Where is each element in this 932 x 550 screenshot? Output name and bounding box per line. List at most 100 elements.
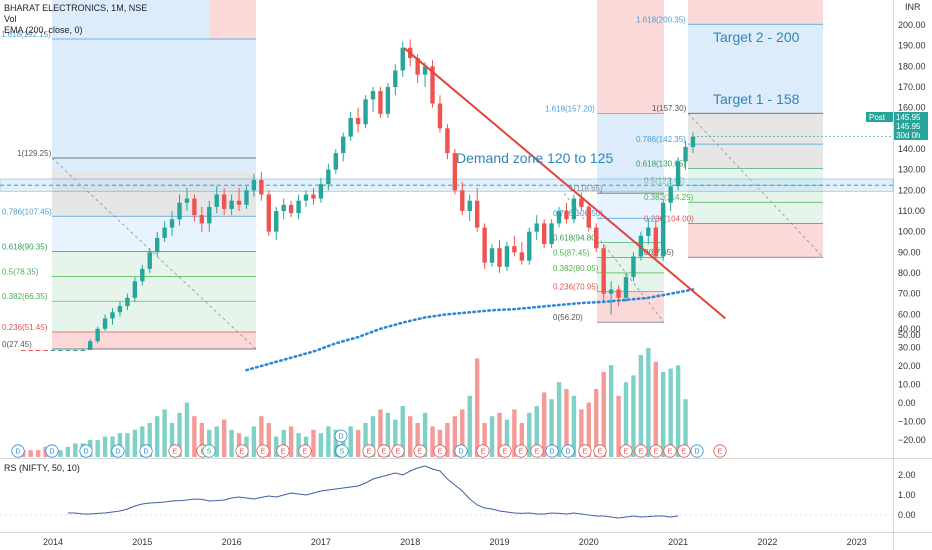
dividend-marker[interactable] [454, 444, 468, 458]
volume-bar [653, 361, 658, 457]
volume-bar [497, 412, 502, 457]
volume-bar [661, 372, 666, 457]
candle-body [534, 223, 539, 232]
earnings-marker[interactable] [634, 444, 648, 458]
candle-body [147, 252, 152, 269]
price-tick-label: 90.00 [898, 247, 921, 257]
time-tick-label: 2015 [132, 537, 152, 547]
volume-bar [363, 423, 368, 457]
volume-bar [221, 419, 227, 457]
volume-bar [393, 419, 398, 457]
dividend-marker[interactable] [45, 444, 59, 458]
event-marker-label: E [668, 449, 673, 456]
candle-body [251, 180, 257, 191]
volume-bar [482, 423, 487, 457]
volume-bar [259, 416, 264, 457]
event-marker-label: S [340, 449, 345, 456]
event-marker-label: E [303, 449, 308, 456]
event-marker-label: D [15, 449, 20, 456]
dividend-marker[interactable] [561, 444, 575, 458]
candle-body [675, 161, 681, 187]
time-tick-label: 2016 [222, 537, 242, 547]
resistance-trendline[interactable] [403, 47, 726, 320]
volume-tick-label: −20.00 [898, 435, 926, 445]
earnings-marker[interactable] [433, 444, 447, 458]
split-marker[interactable] [202, 444, 216, 458]
volume-bar [58, 450, 63, 457]
fib-band [688, 168, 823, 224]
candle-body [631, 256, 636, 278]
candle-body [311, 194, 316, 199]
candle-body [460, 190, 465, 211]
earnings-marker[interactable] [514, 444, 528, 458]
earnings-marker[interactable] [649, 444, 663, 458]
legend-vol: Vol [4, 14, 17, 24]
candle-body [653, 227, 658, 257]
volume-bar [385, 412, 391, 457]
candle-body [430, 66, 435, 104]
trendline[interactable] [403, 47, 726, 320]
candle-body [169, 219, 175, 228]
volume-bar [140, 426, 145, 457]
earnings-marker[interactable] [256, 444, 270, 458]
event-marker-label: D [694, 449, 699, 456]
rs-pane[interactable] [0, 459, 893, 532]
event-marker-label: D [565, 449, 570, 456]
dividend-marker[interactable] [690, 444, 704, 458]
earnings-marker[interactable] [476, 444, 490, 458]
time-tick-label: 2018 [400, 537, 420, 547]
volume-bar [564, 389, 569, 457]
earnings-marker[interactable] [413, 444, 427, 458]
candle-body [50, 350, 56, 351]
earnings-marker[interactable] [362, 444, 376, 458]
volume-bar [35, 450, 41, 457]
candle-body [690, 136, 696, 147]
earnings-marker[interactable] [663, 444, 677, 458]
volume-bar [623, 382, 629, 457]
event-marker-label: E [598, 449, 603, 456]
dividend-marker[interactable] [139, 444, 153, 458]
fib-level-label: 0.382(66.35) [2, 292, 48, 301]
earnings-marker[interactable] [276, 444, 290, 458]
dividend-marker[interactable] [11, 444, 25, 458]
volume-bar [437, 429, 443, 457]
event-marker-label: E [624, 449, 629, 456]
earnings-marker[interactable] [677, 444, 691, 458]
candle-body [102, 318, 108, 329]
candle-body [140, 268, 145, 282]
dividend-marker[interactable] [545, 444, 559, 458]
fib-band [688, 223, 823, 258]
volume-bar [668, 368, 673, 457]
fib-trend-line [51, 157, 257, 350]
fib-extension-zone [597, 113, 664, 194]
dividend-marker[interactable] [111, 444, 125, 458]
dividend-marker[interactable] [79, 444, 93, 458]
event-marker-label: E [639, 449, 644, 456]
legend-ema: EMA (200, close, 0) [4, 25, 83, 35]
price-tick-label: 60.00 [898, 309, 921, 319]
price-tick-label: 170.00 [898, 82, 926, 92]
earnings-marker[interactable] [713, 444, 727, 458]
event-marker-label: E [583, 449, 588, 456]
earnings-marker[interactable] [377, 444, 391, 458]
dividend-marker[interactable] [334, 429, 348, 443]
time-tick-label: 2019 [489, 537, 509, 547]
fib-band [52, 332, 256, 349]
earnings-marker[interactable] [498, 444, 512, 458]
earnings-marker[interactable] [168, 444, 182, 458]
earnings-marker[interactable] [298, 444, 312, 458]
earnings-marker[interactable] [530, 444, 544, 458]
earnings-marker[interactable] [578, 444, 592, 458]
volume-bar [541, 392, 547, 457]
earnings-marker[interactable] [391, 444, 405, 458]
split-marker[interactable] [335, 444, 349, 458]
earnings-marker[interactable] [235, 444, 249, 458]
volume-bar [489, 416, 495, 457]
volume-bars [21, 348, 688, 457]
fib-level-label: 0.236(51.45) [2, 323, 48, 332]
volume-bar [594, 389, 599, 457]
earnings-marker[interactable] [619, 444, 633, 458]
earnings-marker[interactable] [593, 444, 607, 458]
volume-bar [266, 423, 272, 457]
